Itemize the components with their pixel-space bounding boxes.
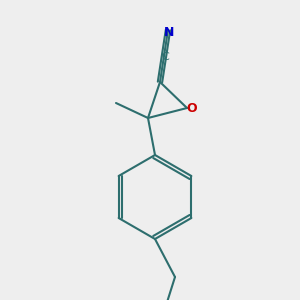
Text: N: N <box>164 26 174 38</box>
Text: O: O <box>187 101 197 115</box>
Text: C: C <box>161 52 169 62</box>
